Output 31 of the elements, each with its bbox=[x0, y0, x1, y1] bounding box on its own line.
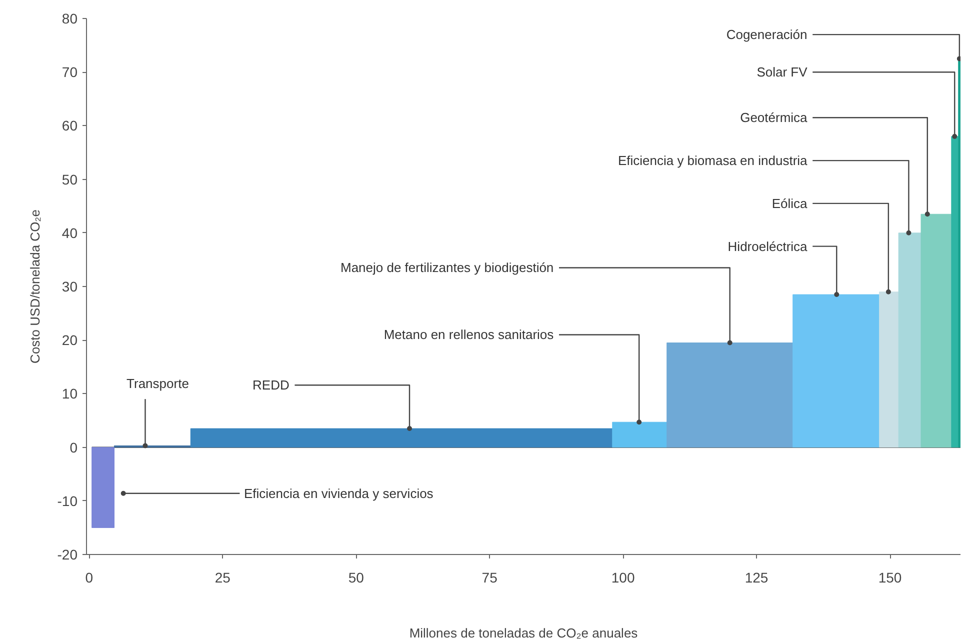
y-tick-label: -20 bbox=[57, 546, 78, 562]
y-tick-label: 40 bbox=[62, 224, 78, 241]
annotation: REDD bbox=[252, 378, 290, 393]
annotation: Cogeneración bbox=[726, 27, 808, 42]
x-tick-label: 125 bbox=[744, 570, 768, 586]
y-tick-label: 20 bbox=[62, 332, 78, 348]
x-tick-label: 0 bbox=[85, 570, 94, 586]
y-tick-label: 30 bbox=[62, 278, 78, 294]
y-tick-label: 70 bbox=[62, 64, 78, 80]
y-tick-label: 80 bbox=[62, 10, 78, 26]
x-tick-label: 50 bbox=[348, 570, 364, 586]
annotation: Solar FV bbox=[756, 64, 808, 80]
annotation: Eólica bbox=[772, 196, 808, 211]
y-tick-label: 60 bbox=[62, 118, 78, 134]
annotation: Metano en rellenos sanitarios bbox=[384, 327, 554, 342]
x-tick-label: 150 bbox=[878, 570, 902, 586]
y-tick-label: -10 bbox=[57, 492, 78, 509]
x-axis-title: Millones de toneladas de CO₂e anuales bbox=[409, 626, 638, 640]
y-tick-label: 0 bbox=[70, 439, 78, 456]
x-tick-label: 75 bbox=[482, 570, 498, 586]
annotation: Transporte bbox=[126, 376, 189, 392]
x-tick-label: 100 bbox=[611, 570, 635, 586]
y-tick-label: 10 bbox=[62, 386, 78, 402]
annotation: Eficiencia y biomasa en industria bbox=[618, 153, 808, 168]
y-axis-title: Costo USD/tonelada CO₂e bbox=[27, 210, 42, 364]
annotation: Eficiencia en vivienda y servicios bbox=[244, 486, 434, 501]
annotation: Geotérmica bbox=[740, 110, 808, 126]
annotation: Manejo de fertilizantes y biodigestión bbox=[340, 260, 554, 276]
annotation: Hidroeléctrica bbox=[728, 238, 808, 254]
y-tick-label: 50 bbox=[62, 171, 78, 188]
x-tick-label: 25 bbox=[214, 570, 231, 586]
